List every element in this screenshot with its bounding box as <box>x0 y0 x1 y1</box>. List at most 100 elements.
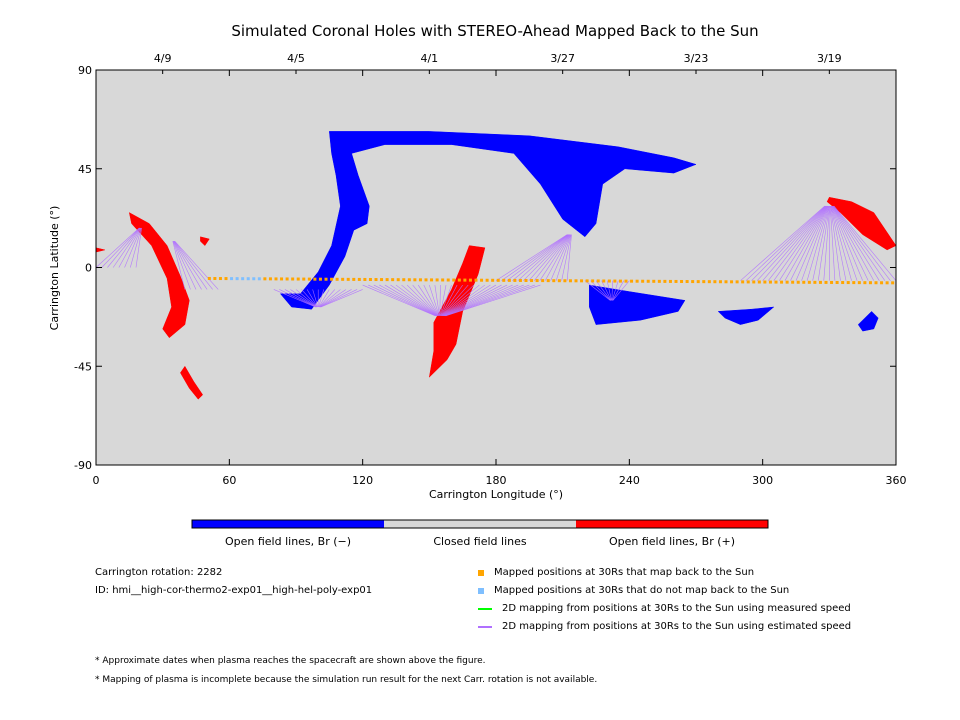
mapped-point-109 <box>813 280 817 284</box>
mapping-line-2-13 <box>319 289 347 308</box>
mapping-line-3-16 <box>440 284 452 316</box>
mapped-point-115 <box>846 281 850 285</box>
mapped-point-36 <box>407 278 411 282</box>
legend-estimated-marker <box>478 625 492 628</box>
mapping-line-6-20 <box>831 205 852 281</box>
y-axis-label: Carrington Latitude (°) <box>48 206 61 331</box>
mapping-line-3-9 <box>412 284 439 316</box>
mapping-line-1-4 <box>173 240 208 290</box>
mapped-point-92 <box>718 280 722 284</box>
mapped-point-40 <box>430 278 434 282</box>
mapped-point-11 <box>268 277 272 281</box>
legend-measured-speed: 2D mapping from positions at 30Rs to the… <box>478 603 851 614</box>
mapping-line-5-6 <box>611 280 619 301</box>
mapped-point-56 <box>518 278 522 282</box>
mapping-line-2-2 <box>284 289 317 308</box>
mapping-line-0-5 <box>124 227 142 268</box>
mapping-line-3-24 <box>442 284 497 317</box>
mapping-line-3-20 <box>441 284 474 316</box>
mapping-line-4-10 <box>550 234 571 281</box>
mapped-point-100 <box>763 280 767 284</box>
mapped-point-30 <box>374 278 378 282</box>
mapping-line-2-15 <box>320 289 358 308</box>
y-tick-label-2: 0 <box>85 262 92 275</box>
mapped-point-0 <box>207 276 211 280</box>
coronal-hole-negative-1 <box>589 284 686 325</box>
mapping-line-4-4 <box>517 234 569 281</box>
mapping-line-4-12 <box>561 234 572 281</box>
mapping-line-3-1 <box>368 284 436 317</box>
mapped-point-59 <box>535 279 539 283</box>
mapping-line-3-7 <box>401 284 438 317</box>
mapping-line-6-22 <box>831 205 863 281</box>
colorbar-label-positive: Open field lines, Br (+) <box>608 535 736 548</box>
mapping-line-2-1 <box>279 289 317 308</box>
legend-mapped-marker <box>478 569 484 576</box>
mapped-point-20 <box>318 277 322 281</box>
mapping-line-4-1 <box>501 234 568 281</box>
date-tick-label-5: 3/19 <box>817 52 842 65</box>
mapping-line-6-6 <box>773 205 827 281</box>
colorbar-segment-1 <box>384 520 576 528</box>
mapping-line-3-14 <box>439 285 441 316</box>
mapped-point-74 <box>618 279 622 283</box>
mapped-point-17 <box>302 277 306 281</box>
mapping-line-3-19 <box>441 284 469 316</box>
x-tick-label-5: 300 <box>752 474 773 487</box>
mapped-point-70 <box>596 279 600 283</box>
mapped-point-32 <box>385 278 389 282</box>
date-tick-label-1: 4/5 <box>287 52 305 65</box>
mapped-point-85 <box>680 279 684 283</box>
colorbar-label-closed: Closed field lines <box>433 535 527 548</box>
mapped-point-34 <box>396 278 400 282</box>
mapped-point-62 <box>552 279 556 283</box>
coronal-hole-positive-5 <box>180 365 204 400</box>
colorbar-label-negative: Open field lines, Br (−) <box>224 535 352 548</box>
mapping-line-2-5 <box>301 289 318 308</box>
mapping-line-2-16 <box>320 289 363 308</box>
unmapped-point-8 <box>252 277 256 281</box>
mapped-point-47 <box>468 278 472 282</box>
mapped-point-1 <box>213 277 217 281</box>
mapping-line-3-22 <box>442 284 486 317</box>
mapping-line-0-2 <box>107 227 141 268</box>
legend-measured-marker <box>478 607 492 610</box>
mapped-point-50 <box>485 278 489 282</box>
mapping-line-3-2 <box>373 284 436 317</box>
mapped-point-2 <box>218 277 222 281</box>
mapped-point-53 <box>502 278 506 282</box>
mapped-point-66 <box>574 279 578 283</box>
mapping-line-2-9 <box>318 289 325 308</box>
mapped-point-26 <box>352 277 356 281</box>
mapped-point-94 <box>730 280 734 284</box>
unmapped-point-6 <box>241 277 245 281</box>
mapping-line-4-8 <box>539 234 571 281</box>
mapped-point-45 <box>457 278 461 282</box>
mapping-line-2-6 <box>306 289 318 308</box>
mapped-point-106 <box>796 280 800 284</box>
unmapped-point-9 <box>257 277 261 281</box>
mapped-point-73 <box>613 279 617 283</box>
mapping-line-3-10 <box>417 284 439 316</box>
y-tick-label-1: 45 <box>78 163 92 176</box>
mapping-line-0-6 <box>129 227 142 268</box>
mapped-point-80 <box>652 279 656 283</box>
mapped-point-22 <box>330 277 334 281</box>
mapping-line-3-23 <box>442 284 491 317</box>
mapping-line-5-2 <box>595 280 612 301</box>
mapping-line-6-26 <box>833 205 886 281</box>
mapped-point-99 <box>757 280 761 284</box>
mapped-point-112 <box>830 280 834 284</box>
plot-background <box>96 70 896 465</box>
mapping-line-0-0 <box>95 227 140 268</box>
mapped-point-90 <box>707 280 711 284</box>
run-id: ID: hmi__high-cor-thermo2-exp01__high-he… <box>95 585 373 596</box>
mapping-line-4-0 <box>495 234 568 281</box>
mapped-point-117 <box>857 281 861 285</box>
mapped-point-121 <box>880 281 884 285</box>
mapping-line-3-6 <box>395 284 438 317</box>
note-dates: * Approximate dates when plasma reaches … <box>95 656 486 666</box>
mapped-point-105 <box>791 280 795 284</box>
mapped-point-39 <box>424 278 428 282</box>
mapping-line-6-9 <box>790 205 828 281</box>
